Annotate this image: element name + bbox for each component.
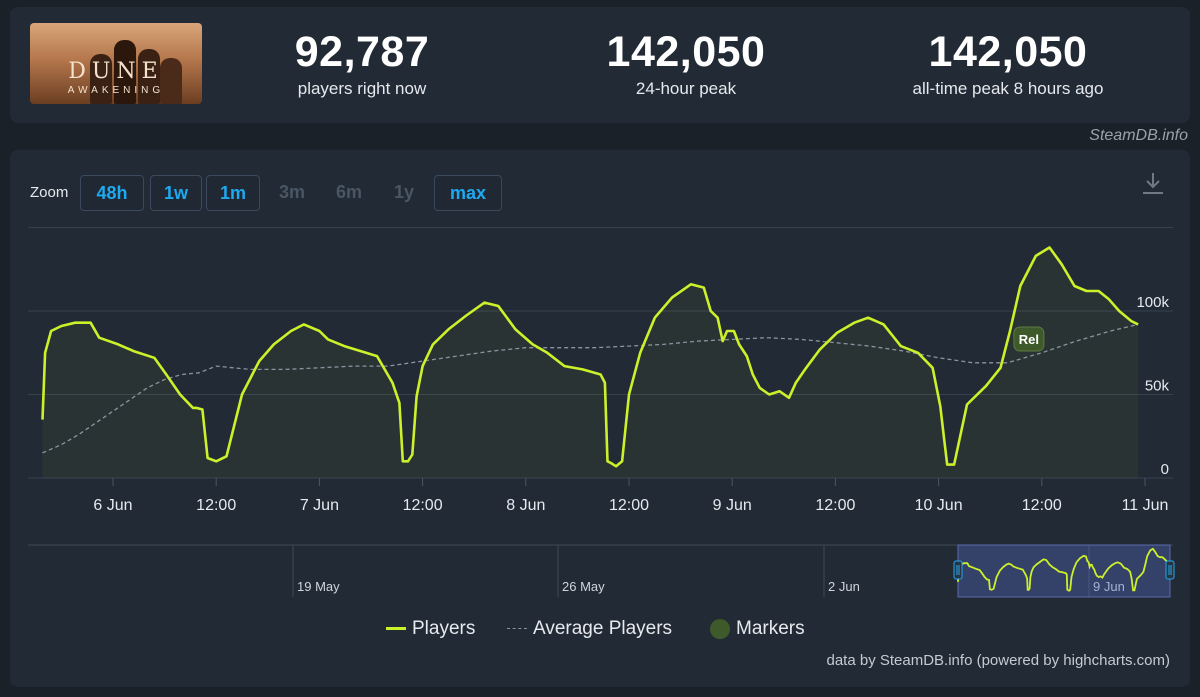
x-tick-label: 11 Jun bbox=[1122, 497, 1169, 514]
game-logo-title: DUNE bbox=[68, 59, 164, 84]
navigator-right-handle[interactable] bbox=[1165, 560, 1175, 580]
x-tick-label: 7 Jun bbox=[300, 497, 339, 514]
x-tick-label: 6 Jun bbox=[93, 497, 132, 514]
y-tick-label: 50k bbox=[1145, 378, 1170, 395]
x-tick-label: 12:00 bbox=[196, 497, 236, 514]
source-credit-bottom[interactable]: data by SteamDB.info (powered by highcha… bbox=[826, 652, 1171, 669]
navigator-series-line bbox=[957, 547, 1171, 592]
stat-label: players right now bbox=[297, 79, 427, 98]
legend-item-players[interactable]: Players bbox=[386, 618, 475, 640]
x-tick-label: 12:00 bbox=[815, 497, 855, 514]
source-credit-top[interactable]: SteamDB.info bbox=[1089, 127, 1188, 144]
players-area bbox=[42, 247, 1139, 478]
x-tick-label: 8 Jun bbox=[506, 497, 545, 514]
navigator-tick-label: 26 May bbox=[562, 579, 605, 594]
figure-shape bbox=[90, 54, 112, 104]
chart-legend: Players Average Players Markers bbox=[0, 618, 1200, 646]
zoom-48h-button[interactable]: 48h bbox=[80, 175, 144, 211]
zoom-1y-button: 1y bbox=[393, 182, 415, 202]
navigator-tick-label: 2 Jun bbox=[828, 579, 860, 594]
navigator-left-handle[interactable] bbox=[953, 560, 963, 580]
navigator-background bbox=[28, 545, 1173, 597]
navigator-tick-label: 9 Jun bbox=[1093, 579, 1125, 594]
legend-swatch bbox=[507, 628, 527, 630]
game-logo-subtitle: AWAKENING bbox=[67, 85, 165, 96]
x-tick-label: 9 Jun bbox=[713, 497, 752, 514]
x-tick-label: 12:00 bbox=[1022, 497, 1062, 514]
legend-label: Average Players bbox=[533, 618, 673, 639]
stats-panel: DUNE AWAKENING 92,787 players right now … bbox=[10, 7, 1190, 123]
average-players-line bbox=[42, 323, 1139, 454]
game-thumbnail[interactable]: DUNE AWAKENING bbox=[30, 23, 202, 104]
stat-value: 142,050 bbox=[928, 28, 1088, 76]
zoom-6m-button: 6m bbox=[335, 182, 362, 202]
download-icon[interactable] bbox=[1140, 170, 1166, 196]
figure-shape bbox=[138, 49, 160, 104]
stat-value: 142,050 bbox=[606, 28, 766, 76]
figure-shape bbox=[160, 58, 182, 104]
x-tick-label: 12:00 bbox=[403, 497, 443, 514]
marker-label: Rel bbox=[1019, 332, 1039, 347]
stat-label: all-time peak 8 hours ago bbox=[912, 79, 1104, 98]
figure-shape bbox=[114, 40, 136, 104]
x-tick-label: 12:00 bbox=[609, 497, 649, 514]
y-tick-label: 0 bbox=[1161, 461, 1169, 478]
legend-label: Markers bbox=[736, 618, 805, 639]
stat-label: 24-hour peak bbox=[635, 79, 737, 98]
stat-alltime-peak: 142,050 all-time peak 8 hours ago bbox=[858, 29, 1158, 99]
players-line bbox=[41, 246, 1139, 468]
stat-value: 92,787 bbox=[294, 28, 430, 76]
navigator-tick-label: 19 May bbox=[297, 579, 340, 594]
y-tick-label: 100k bbox=[1136, 294, 1169, 311]
legend-item-markers[interactable]: Markers bbox=[710, 618, 805, 640]
zoom-max-button[interactable]: max bbox=[434, 175, 502, 211]
release-marker bbox=[1013, 326, 1045, 352]
legend-item-average[interactable]: Average Players bbox=[507, 618, 672, 640]
zoom-1m-button[interactable]: 1m bbox=[206, 175, 260, 211]
legend-label: Players bbox=[412, 618, 476, 639]
zoom-label: Zoom bbox=[30, 184, 69, 201]
legend-swatch bbox=[710, 618, 730, 639]
stat-24h-peak: 142,050 24-hour peak bbox=[536, 29, 836, 99]
legend-swatch bbox=[386, 627, 406, 631]
stat-current-players: 92,787 players right now bbox=[212, 29, 512, 99]
zoom-1w-button[interactable]: 1w bbox=[150, 175, 202, 211]
x-tick-label: 10 Jun bbox=[915, 497, 963, 514]
zoom-3m-button: 3m bbox=[278, 182, 305, 202]
